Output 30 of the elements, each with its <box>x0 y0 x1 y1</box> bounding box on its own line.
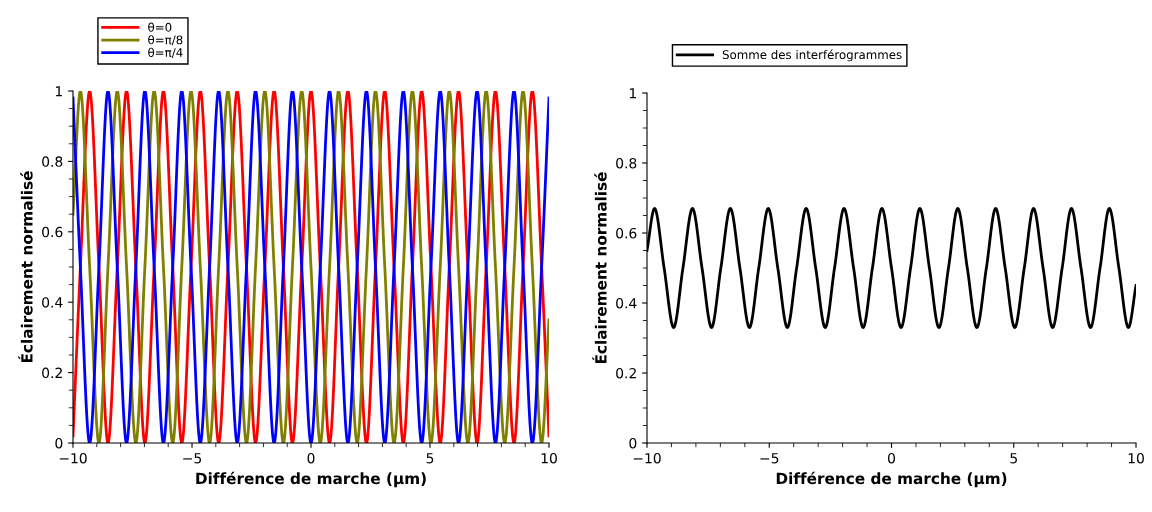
x-axis-title: Différence de marche (µm) <box>196 471 426 488</box>
x-tick-label: 0 <box>888 452 895 464</box>
x-tick-label: 5 <box>426 453 434 464</box>
y-tick-label: 0.2 <box>42 367 62 379</box>
y-tick-label: 0.2 <box>616 367 636 379</box>
y-axis-title: Éclairement normalisé <box>592 172 607 364</box>
legend-label: θ=π/4 <box>148 47 183 58</box>
x-tick-label: 10 <box>541 452 557 464</box>
x-tick-label: −10 <box>633 452 661 464</box>
y-tick-label: 0.6 <box>616 227 637 239</box>
y-tick-label: 0.6 <box>42 226 63 238</box>
legend-label: θ=0 <box>148 22 172 32</box>
y-tick-label: 0.8 <box>42 156 63 167</box>
x-tick-label: 5 <box>1010 453 1017 464</box>
x-tick-label: −10 <box>59 452 87 464</box>
x-axis-title: Différence de marche (µm) <box>776 471 1007 488</box>
y-tick-label: 0 <box>55 437 63 449</box>
x-tick-label: 10 <box>1128 452 1144 464</box>
y-tick-label: 0.4 <box>616 297 637 309</box>
y-tick-label: 0.8 <box>616 157 637 169</box>
x-tick-label: −5 <box>760 453 779 464</box>
y-tick-label: 1 <box>55 86 62 97</box>
y-tick-label: 0.4 <box>42 297 63 308</box>
x-tick-label: 0 <box>307 452 315 464</box>
x-tick-label: −5 <box>183 453 202 464</box>
y-tick-label: 0 <box>629 437 637 449</box>
legend-label: Somme des interférogrammes <box>722 49 902 62</box>
y-axis-title: Éclairement normalisé <box>18 171 33 363</box>
y-tick-label: 1 <box>629 88 636 99</box>
legend-label: θ=π/8 <box>148 35 183 46</box>
